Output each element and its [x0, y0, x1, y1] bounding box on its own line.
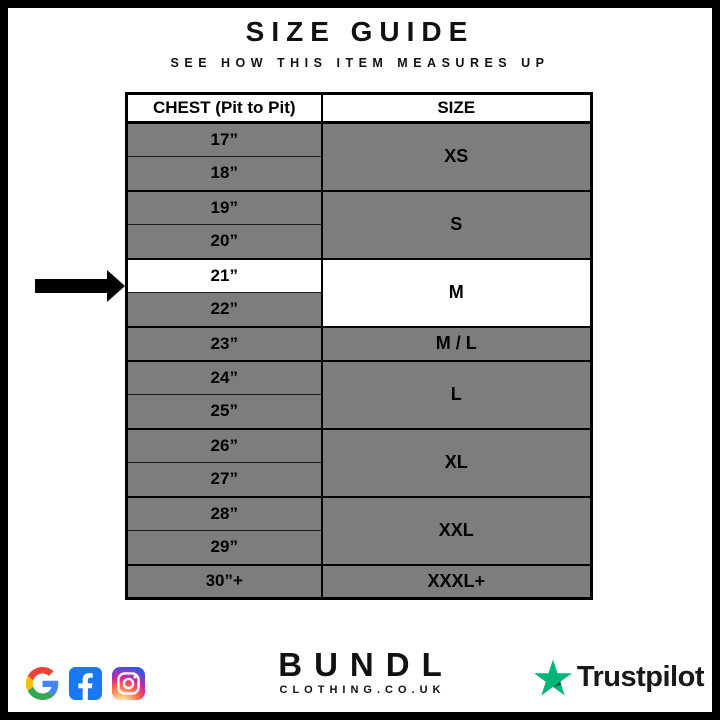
size-cell-xs: XS — [320, 121, 592, 191]
size-cell-s: S — [320, 189, 592, 259]
chest-cell-18: 18” — [126, 156, 322, 191]
chest-cell-25: 25” — [126, 394, 322, 429]
brand-logo: BUNDL CLOTHING.CO.UK — [8, 648, 712, 696]
chest-cell-29: 29” — [126, 530, 322, 565]
size-cell-xxl: XXL — [320, 495, 592, 565]
instagram-icon[interactable] — [112, 667, 145, 700]
arrow-head — [107, 270, 125, 302]
size-table: CHEST (Pit to Pit) SIZE 17” XS 18” 19” S… — [125, 92, 593, 600]
brand-domain: CLOTHING.CO.UK — [279, 684, 446, 696]
chest-cell-17: 17” — [126, 121, 322, 157]
brand-name: BUNDL — [278, 646, 454, 683]
trustpilot-star-icon — [533, 659, 572, 696]
facebook-icon[interactable] — [69, 667, 102, 700]
social-icons — [26, 667, 145, 700]
chest-cell-28: 28” — [126, 495, 322, 531]
chest-cell-20: 20” — [126, 224, 322, 259]
page-title: SIZE GUIDE — [245, 16, 475, 47]
trustpilot-logo[interactable]: Trustpilot — [533, 659, 705, 696]
size-cell-xl: XL — [320, 427, 592, 497]
page-subtitle: SEE HOW THIS ITEM MEASURES UP — [170, 56, 550, 70]
chest-cell-30plus: 30”+ — [126, 563, 322, 599]
chest-cell-24: 24” — [126, 359, 322, 395]
size-cell-xxxlplus: XXXL+ — [320, 563, 592, 599]
chest-cell-22: 22” — [126, 292, 322, 327]
chest-cell-26: 26” — [126, 427, 322, 463]
chest-cell-19: 19” — [126, 189, 322, 225]
column-header-chest: CHEST (Pit to Pit) — [125, 92, 323, 124]
size-cell-l: L — [320, 359, 592, 429]
chest-cell-23: 23” — [126, 325, 322, 361]
selected-size-arrow-icon — [35, 270, 125, 302]
column-header-size: SIZE — [320, 92, 593, 124]
size-cell-m-selected: M — [320, 257, 592, 327]
arrow-shaft — [35, 279, 107, 293]
chest-cell-27: 27” — [126, 462, 322, 497]
chest-cell-21-selected: 21” — [126, 257, 322, 293]
trustpilot-label: Trustpilot — [576, 661, 705, 693]
google-icon[interactable] — [26, 667, 59, 700]
size-cell-m-l: M / L — [320, 325, 592, 361]
